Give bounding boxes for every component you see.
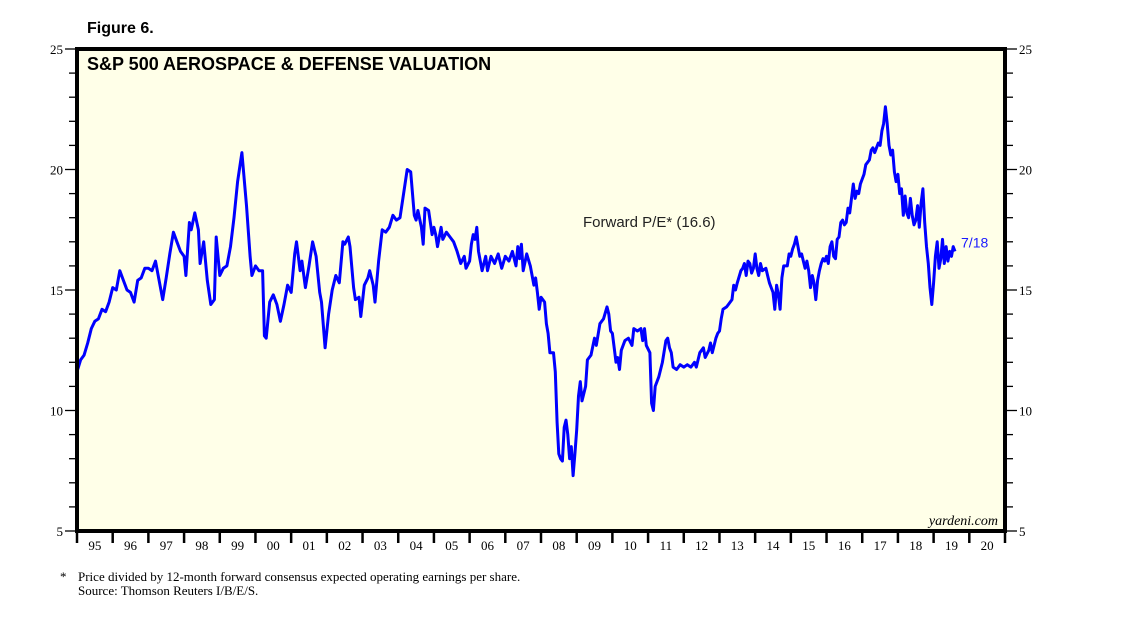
x-tick-label: 04 — [410, 538, 424, 553]
x-tick-label: 15 — [802, 538, 815, 553]
series-line-forward-pe — [76, 105, 957, 478]
x-tick-label: 98 — [195, 538, 208, 553]
x-tick-label: 09 — [588, 538, 601, 553]
footnote-source: Source: Thomson Reuters I/B/E/S. — [78, 583, 259, 598]
right-tick-label: 15 — [1019, 283, 1032, 298]
left-tick-label: 20 — [50, 163, 63, 178]
left-tick-label: 15 — [50, 283, 63, 298]
x-tick-label: 20 — [981, 538, 994, 553]
x-tick-label: 17 — [874, 538, 888, 553]
x-tick-label: 02 — [338, 538, 351, 553]
right-tick-label: 25 — [1019, 42, 1032, 57]
x-tick-label: 97 — [160, 538, 174, 553]
x-tick-label: 96 — [124, 538, 138, 553]
footnote-text: Price divided by 12-month forward consen… — [78, 569, 521, 584]
x-tick-label: 01 — [303, 538, 316, 553]
x-tick-label: 16 — [838, 538, 852, 553]
x-tick-label: 12 — [695, 538, 708, 553]
x-tick-label: 10 — [624, 538, 637, 553]
left-tick-label: 10 — [50, 404, 63, 419]
right-axis: 5 10 15 20 25 — [1005, 42, 1032, 539]
x-tick-label: 03 — [374, 538, 387, 553]
left-tick-label: 25 — [50, 42, 63, 57]
right-tick-label: 20 — [1019, 163, 1032, 178]
x-axis: 95 96 97 98 99 00 01 02 03 04 05 06 07 08 09 10 11 12 13 14… — [75, 531, 1007, 553]
chart-title: S&P 500 AEROSPACE & DEFENSE VALUATION — [87, 54, 491, 74]
x-tick-label: 11 — [660, 538, 673, 553]
x-tick-label: 95 — [88, 538, 101, 553]
series-end-label: 7/18 — [961, 234, 988, 250]
source-credit: yardeni.com — [927, 514, 998, 529]
x-tick-label: 00 — [267, 538, 280, 553]
x-tick-label: 19 — [945, 538, 958, 553]
x-tick-label: 18 — [909, 538, 922, 553]
chart: 5 10 15 20 25 5 10 15 20 25 95 96 97 98 99 00 01 02 03 04… — [50, 42, 1032, 553]
right-tick-label: 10 — [1019, 404, 1032, 419]
plot-frame — [75, 47, 1007, 533]
x-tick-label: 06 — [481, 538, 495, 553]
right-tick-label: 5 — [1019, 524, 1026, 539]
footnote-marker: * — [60, 569, 67, 584]
left-tick-label: 5 — [57, 524, 64, 539]
x-tick-label: 08 — [552, 538, 565, 553]
x-tick-label: 13 — [731, 538, 744, 553]
series-annotation: Forward P/E* (16.6) — [583, 214, 716, 231]
plot-background — [77, 49, 1005, 531]
x-tick-label: 05 — [445, 538, 458, 553]
footnote: * Price divided by 12-month forward conse… — [60, 570, 520, 598]
x-tick-label: 07 — [517, 538, 531, 553]
figure-label: Figure 6. — [87, 20, 154, 37]
left-axis: 5 10 15 20 25 — [50, 42, 77, 539]
x-tick-label: 99 — [231, 538, 244, 553]
x-tick-label: 14 — [767, 538, 781, 553]
